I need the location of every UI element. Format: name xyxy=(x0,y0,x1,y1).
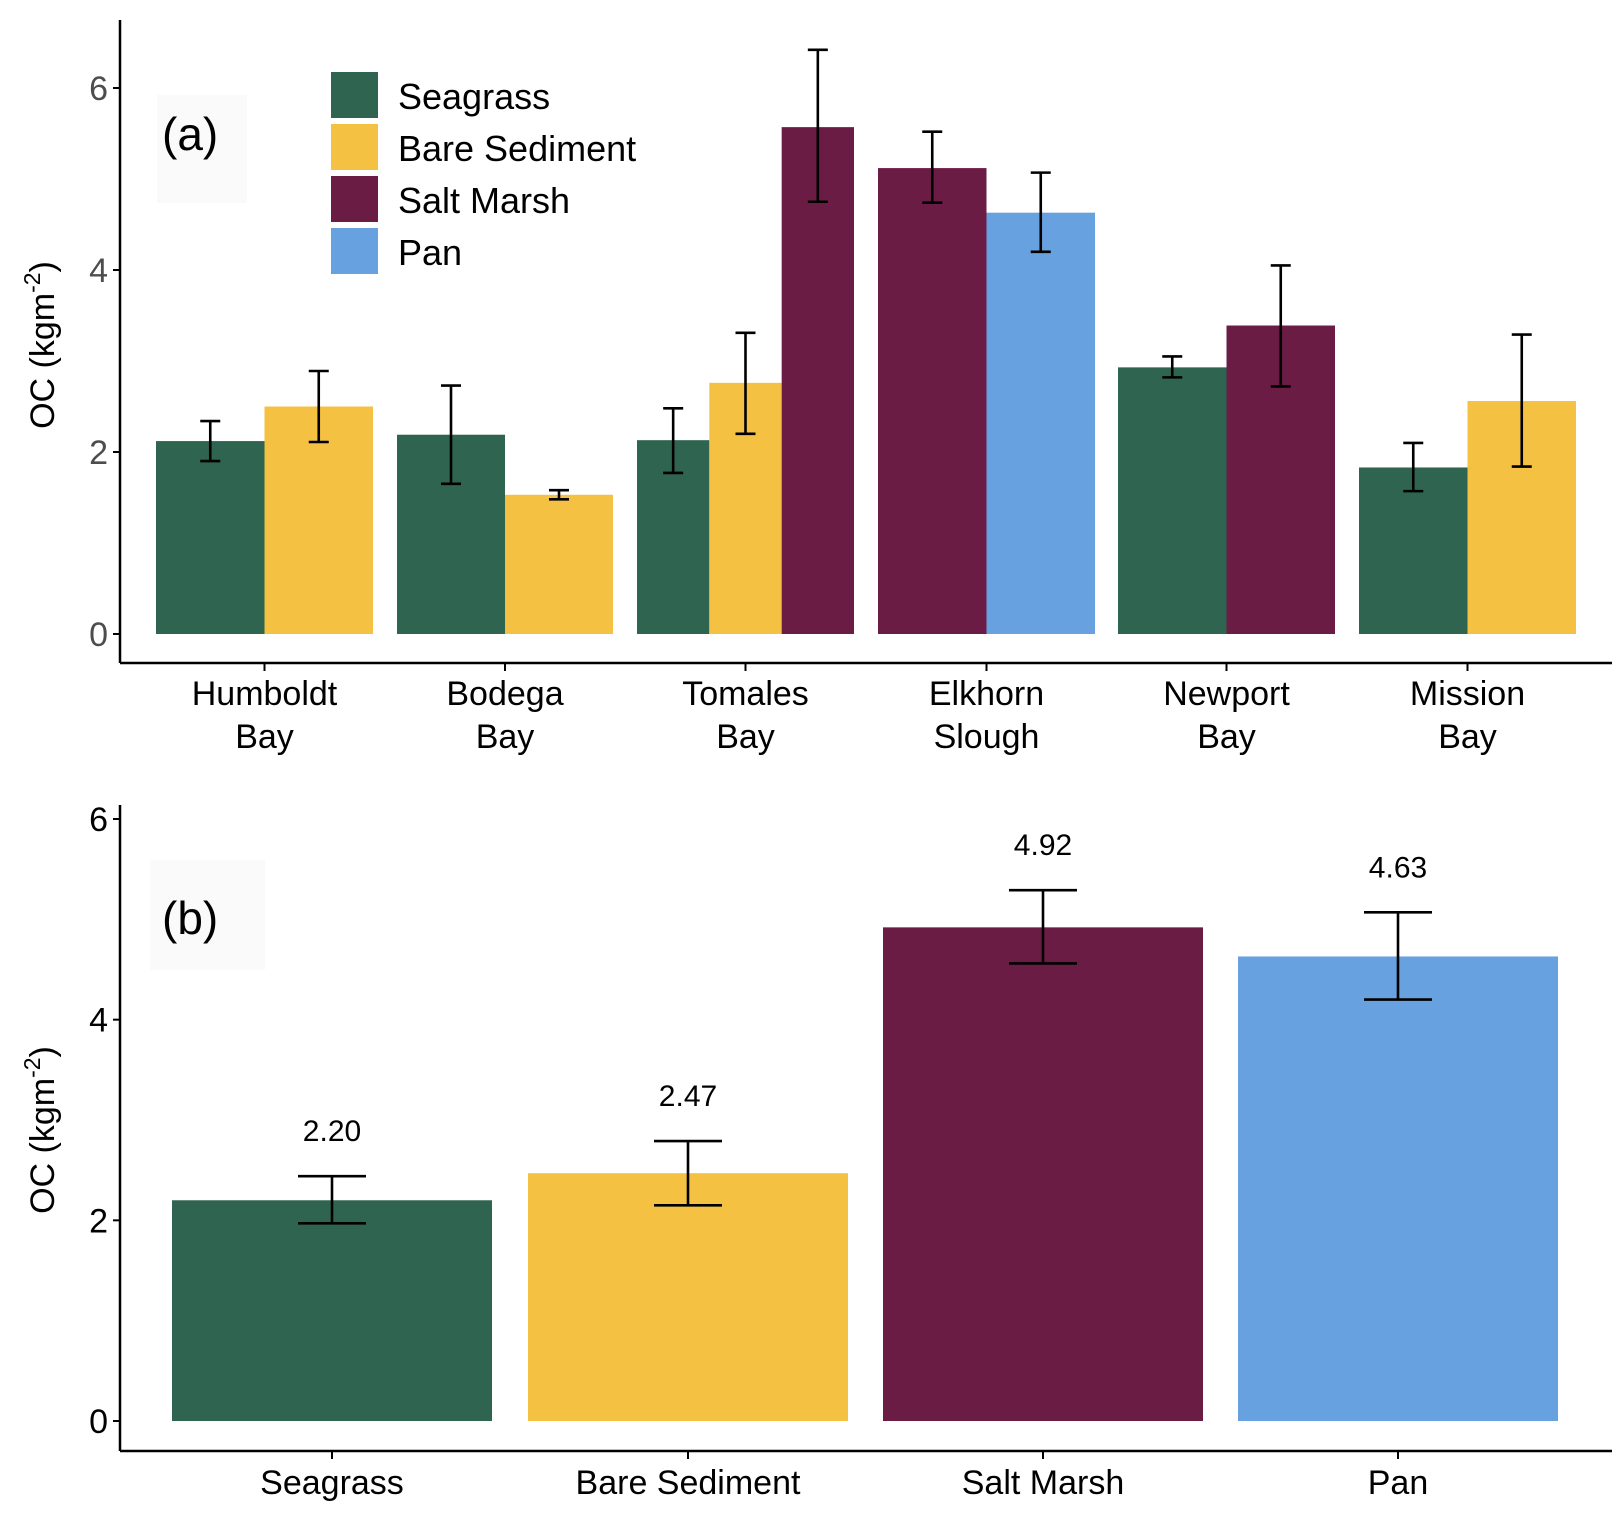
bar-group-newport-bay xyxy=(1118,264,1335,634)
legend-label-salt_marsh: Salt Marsh xyxy=(398,180,570,221)
legend: Seagrass Bare Sediment Salt Marsh Pan xyxy=(331,72,636,274)
x-tick-label: Seagrass xyxy=(260,1464,404,1502)
y-tick-label: 0 xyxy=(89,1403,108,1441)
y-tick-label: 6 xyxy=(89,801,108,839)
panel-tag: (b) xyxy=(162,892,218,944)
panel-tag-bg xyxy=(157,95,247,203)
bar-salt_marsh xyxy=(878,168,987,634)
bar-seagrass xyxy=(1118,367,1227,634)
legend-swatch-seagrass xyxy=(331,72,378,118)
bar-bare_sediment xyxy=(505,494,613,634)
y-axis-title-text: OC (kgm xyxy=(24,1078,62,1214)
y-tick-label: 0 xyxy=(89,616,108,654)
legend-label-pan: Pan xyxy=(398,232,462,273)
x-tick-label: Bay xyxy=(1438,718,1497,756)
bar-seagrass xyxy=(172,1200,492,1421)
y-axis-title-superscript: -2 xyxy=(19,272,45,292)
bar-pan xyxy=(986,212,1095,635)
x-tick-label: Newport xyxy=(1163,675,1290,713)
bar-group-mission-bay xyxy=(1359,333,1576,634)
bar-group-bodega-bay xyxy=(397,384,613,634)
legend-label-bare_sediment: Bare Sediment xyxy=(398,128,636,169)
panel-tag: (a) xyxy=(162,108,218,160)
data-label-salt_marsh: 4.92 xyxy=(1014,829,1072,862)
x-tick-label: Bay xyxy=(716,718,775,756)
data-label-seagrass: 2.20 xyxy=(303,1115,361,1148)
bar-group-tomales-bay xyxy=(637,48,854,634)
y-axis-title-text: OC (kgm xyxy=(24,293,62,429)
bar-seagrass xyxy=(156,441,265,634)
legend-swatch-bare_sediment xyxy=(331,124,378,170)
x-tick-label: Bare Sediment xyxy=(576,1464,801,1502)
bar-group-bare_sediment: 2.47 xyxy=(528,1080,848,1421)
bar-group-salt_marsh: 4.92 xyxy=(883,829,1203,1421)
data-label-bare_sediment: 2.47 xyxy=(659,1080,717,1113)
panel-a: 0 2 4 6 Humboldt Bay Bodega Bay Tomales Bay Elkhor… xyxy=(19,20,1612,756)
bar-group-pan: 4.63 xyxy=(1238,851,1558,1421)
legend-swatch-salt_marsh xyxy=(331,176,378,222)
bar-bare_sediment xyxy=(264,406,373,634)
x-tick-label: Bay xyxy=(476,718,535,756)
y-axis-title: OC (kgm-2) xyxy=(19,261,62,429)
x-tick-label: Elkhorn xyxy=(929,675,1044,713)
x-tick-label: Bodega xyxy=(446,675,563,713)
data-label-pan: 4.63 xyxy=(1369,851,1427,884)
y-tick-label: 4 xyxy=(89,252,108,290)
bar-seagrass xyxy=(1359,467,1468,634)
bar-group-seagrass: 2.20 xyxy=(172,1115,492,1421)
x-tick-label: Slough xyxy=(934,718,1040,756)
legend-label-seagrass: Seagrass xyxy=(398,76,550,117)
bar-group-elkhorn-slough xyxy=(878,130,1095,635)
panel-b: 2.20 Seagrass 2.47 Bare Sediment 4.92 Salt Ma… xyxy=(19,801,1612,1502)
y-tick-label: 4 xyxy=(89,1002,108,1040)
y-axis-title-superscript: -2 xyxy=(19,1057,45,1077)
x-tick-label: Bay xyxy=(235,718,294,756)
panel-tag-bg xyxy=(150,860,265,970)
bar-salt_marsh xyxy=(781,127,854,634)
bar-salt_marsh xyxy=(883,927,1203,1421)
x-tick-label: Mission xyxy=(1410,675,1525,713)
legend-swatch-pan xyxy=(331,228,378,274)
y-axis-title-close: ) xyxy=(24,261,62,272)
x-tick-label: Bay xyxy=(1197,718,1256,756)
bar-pan xyxy=(1238,956,1558,1421)
y-tick-label: 2 xyxy=(89,1202,108,1240)
y-axis-title-close: ) xyxy=(24,1046,62,1057)
x-tick-label: Pan xyxy=(1368,1464,1429,1502)
y-tick-label: 2 xyxy=(89,434,108,472)
y-tick-label: 6 xyxy=(89,70,108,108)
x-tick-label: Tomales xyxy=(682,675,809,713)
bar-group-humboldt-bay xyxy=(156,369,373,634)
x-tick-label: Salt Marsh xyxy=(962,1464,1125,1502)
y-axis-title: OC (kgm-2) xyxy=(19,1046,62,1214)
bar-bare_sediment xyxy=(528,1173,848,1421)
x-tick-label: Humboldt xyxy=(192,675,338,713)
